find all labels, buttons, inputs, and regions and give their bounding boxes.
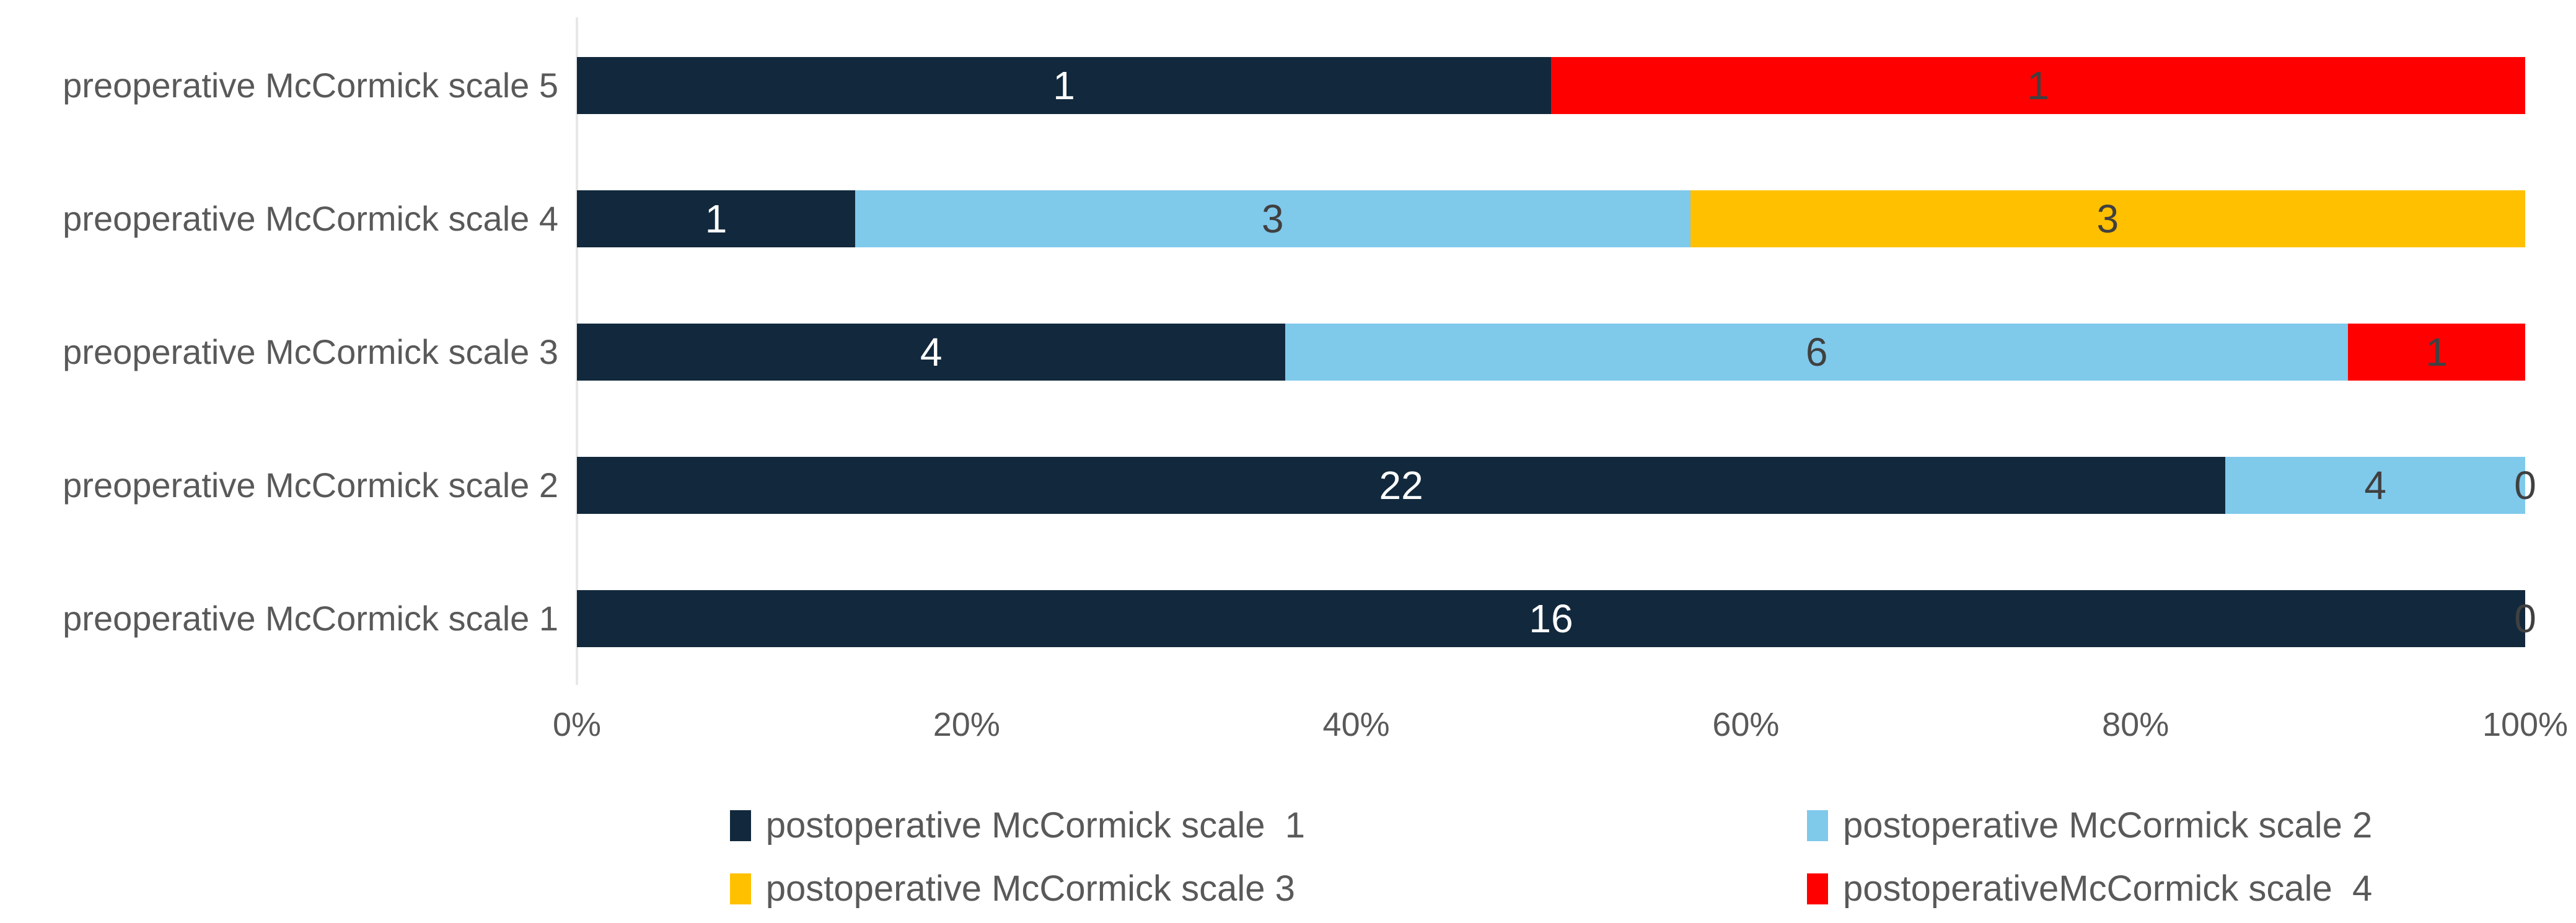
bar-track: 1 3 3 [577,190,2525,247]
bar-segment: 3 [1690,190,2525,247]
bar-track: 16 0 [577,590,2536,647]
legend-swatch [1807,810,1829,841]
category-label: preoperative McCormick scale 3 [63,332,558,371]
data-label: 0 [2514,462,2536,508]
data-label: 1 [1053,63,1075,108]
x-tick-label: 40% [1322,706,1390,743]
legend-label: postoperative McCormick scale 3 [765,868,1295,909]
legend-item: postoperative McCormick scale 1 [729,805,1306,846]
data-label: 4 [920,329,943,374]
bar-row: preoperative McCormick scale 2 22 4 0 [0,418,2576,552]
category-label: preoperative McCormick scale 5 [63,65,558,105]
x-tick-label: 80% [2102,706,2169,743]
data-label: 0 [2514,596,2536,641]
data-label: 1 [705,196,728,241]
data-label: 1 [2027,63,2049,108]
bar-row: preoperative McCormick scale 1 16 0 [0,552,2576,685]
category-label: preoperative McCormick scale 2 [63,465,558,505]
x-tick-label: 20% [933,706,1000,743]
category-label: preoperative McCormick scale 4 [63,198,558,238]
bar-segment: 1 [2348,323,2525,381]
category-label: preoperative McCormick scale 1 [63,598,558,638]
bar-segment: 22 [577,456,2226,514]
bar-row: preoperative McCormick scale 3 4 6 1 [0,285,2576,418]
bar-track: 22 4 0 [577,456,2536,514]
legend-swatch [729,873,751,904]
bar-segment: 4 [577,323,1286,381]
legend-label: postoperativeMcCormick scale 4 [1843,868,2373,909]
bar-segment: 3 [855,190,1690,247]
x-tick-label: 100% [2482,706,2569,743]
bar-segment: 1 [577,190,856,247]
bar-segment: 4 [2225,456,2525,514]
legend: postoperative McCormick scale 1 postopera… [577,806,2525,909]
bar-segment: 1 [1551,56,2525,114]
legend-item: postoperative McCormick scale 3 [729,868,1305,909]
x-tick-label: 0% [552,706,602,743]
legend-swatch [729,810,751,841]
bar-segment: 1 [577,56,1551,114]
legend-item: postoperativeMcCormick scale 4 [1807,868,2373,909]
plot-area: preoperative McCormick scale 5 1 1 preopera… [0,19,2576,685]
legend-swatch [1807,873,1829,904]
bar-segment: 6 [1285,323,2349,381]
data-label: 1 [2425,329,2448,374]
data-label: 3 [2096,196,2119,241]
x-tick-label: 60% [1712,706,1780,743]
bar-segment: 16 [577,590,2525,647]
data-label: 3 [1262,196,1284,241]
legend-item: postoperative McCormick scale 2 [1807,806,2372,846]
data-label: 4 [2364,462,2386,508]
data-label: 16 [1529,596,1573,641]
legend-label: postoperative McCormick scale 1 [765,805,1306,846]
bar-track: 4 6 1 [577,323,2525,381]
data-label: 6 [1805,329,1828,374]
legend-label: postoperative McCormick scale 2 [1843,805,2373,846]
x-axis: 0% 20% 40% 60% 80% 100% [553,706,2568,750]
data-label: 22 [1379,462,1423,508]
bar-row: preoperative McCormick scale 4 1 3 3 [0,152,2576,285]
